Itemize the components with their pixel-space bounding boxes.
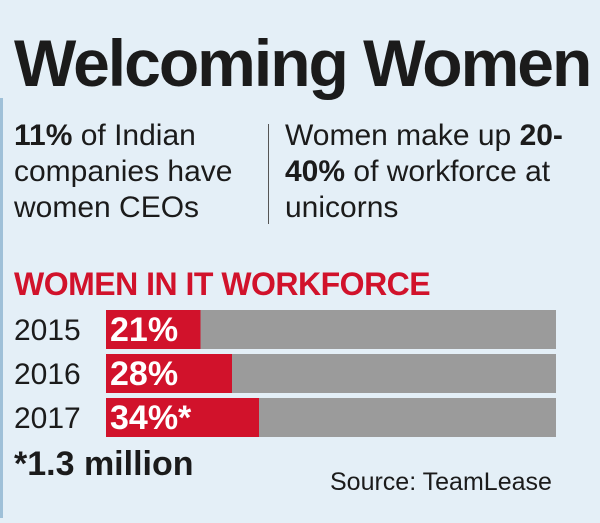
stat-unicorn-share: Women make up 20-40% of workforce at uni… [285, 118, 595, 226]
chart-title: WOMEN IN IT WORKFORCE [14, 266, 431, 302]
bar-value-label: 28% [110, 355, 178, 393]
left-accent-rule [0, 98, 3, 518]
stat-divider [268, 124, 269, 224]
bar-value-label: 34%* [110, 399, 192, 437]
year-label: 2017 [14, 402, 81, 435]
stat-ceo-highlight: 11% [14, 119, 73, 152]
stat-ceo-share: 11% of Indian companies have women CEOs [14, 118, 259, 226]
year-label: 2016 [14, 358, 81, 391]
stat-unicorn-text-before: Women make up [285, 119, 520, 152]
footnote: *1.3 million [14, 445, 194, 483]
bar-value-label: 21% [110, 311, 178, 349]
bar [106, 310, 201, 349]
page-title: Welcoming Women [14, 26, 592, 100]
year-label: 2015 [14, 314, 81, 347]
source-credit: Source: TeamLease [330, 468, 552, 496]
bar [106, 354, 232, 393]
stat-unicorn-text-after: of workforce at unicorns [285, 155, 551, 224]
stat-ceo-text: of Indian companies have women CEOs [14, 119, 233, 224]
bar [106, 398, 259, 437]
stat-unicorn-highlight: 20-40% [285, 119, 563, 188]
